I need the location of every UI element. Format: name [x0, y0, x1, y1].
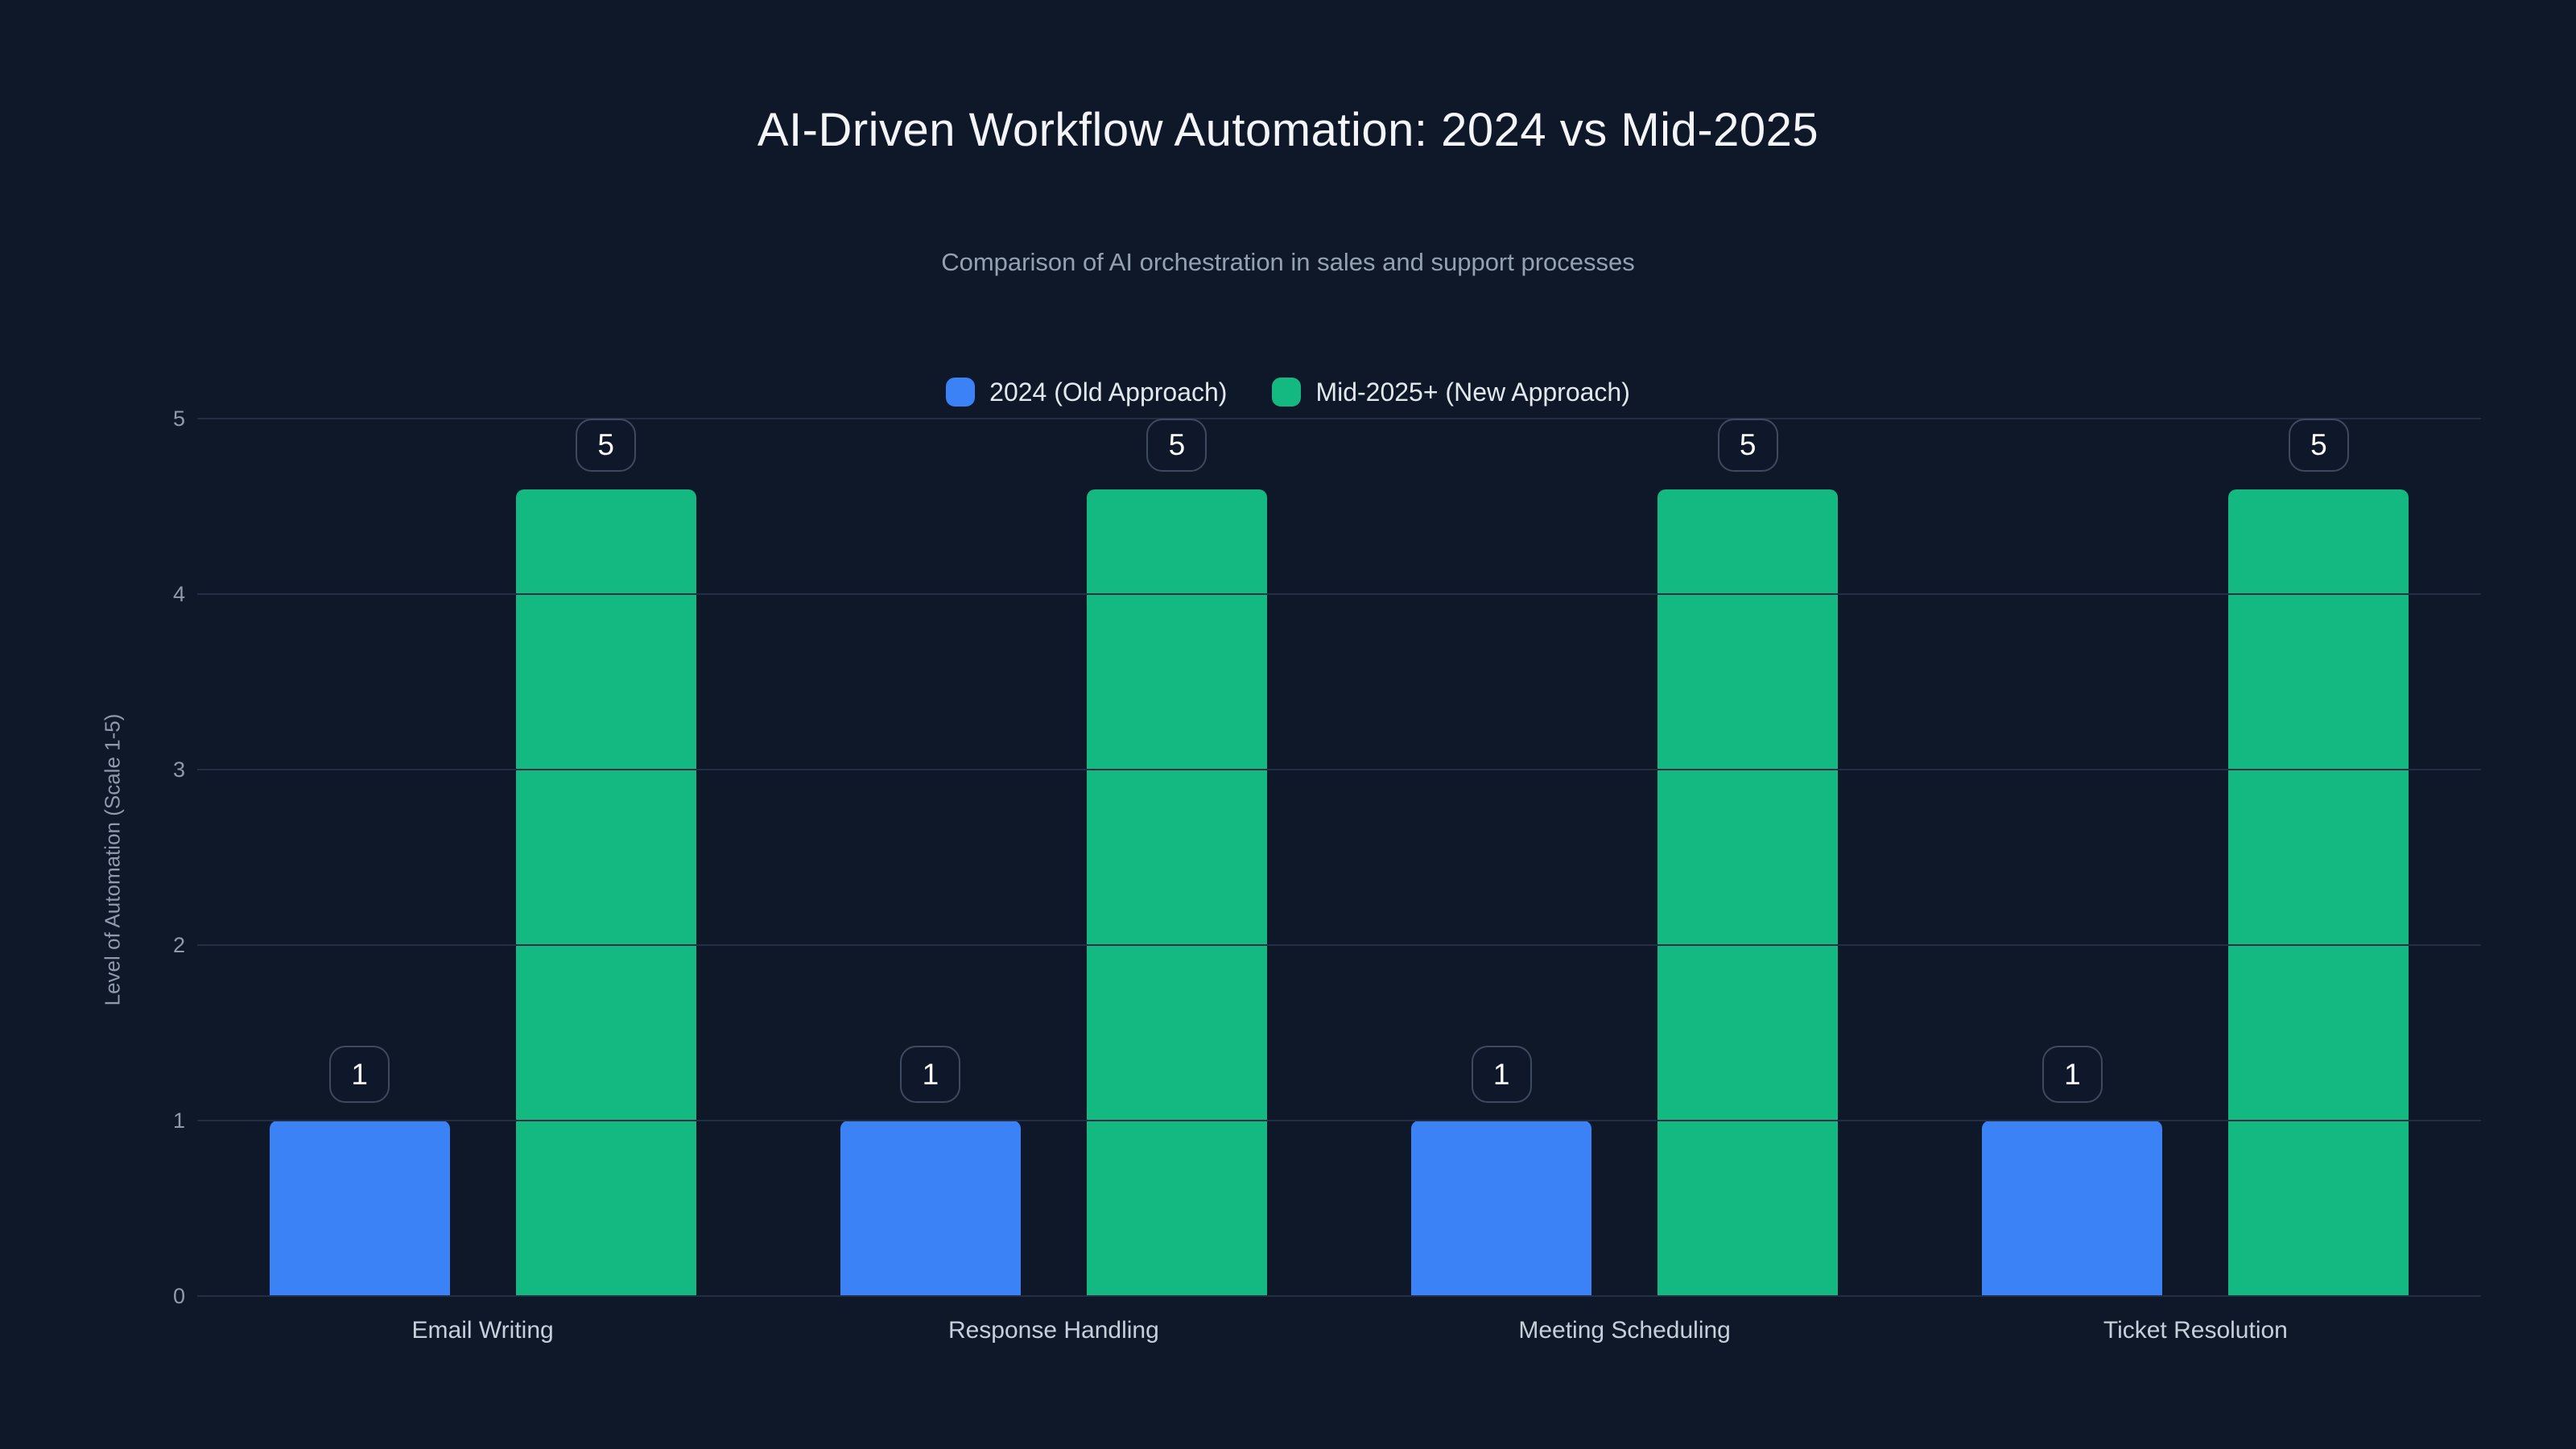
- bar-response-handling-2024-old-approach[interactable]: [840, 1121, 1021, 1296]
- bar-email-writing-2024-old-approach[interactable]: [269, 1121, 450, 1296]
- legend: 2024 (Old Approach) Mid-2025+ (New Approa…: [0, 369, 2576, 415]
- gridline-y-5: [197, 418, 2481, 419]
- x-tick-label-response-handling: Response Handling: [947, 1317, 1159, 1344]
- x-tick-label-email-writing: Email Writing: [411, 1317, 554, 1344]
- y-tick-label-2: 2: [172, 933, 185, 957]
- x-tick-label-meeting-scheduling: Meeting Scheduling: [1518, 1317, 1731, 1344]
- bar-column: 1: [1982, 419, 2163, 1296]
- bar-ticket-resolution-mid-2025-new-approach[interactable]: [2228, 489, 2409, 1296]
- value-label-response-handling-2024-old-approach: 1: [900, 1046, 961, 1103]
- y-tick-label-5: 5: [172, 407, 185, 431]
- gridline-y-1: [197, 1120, 2481, 1121]
- y-tick-label-4: 4: [172, 582, 185, 606]
- bar-email-writing-mid-2025-new-approach[interactable]: [515, 489, 696, 1296]
- value-label-response-handling-mid-2025-new-approach: 5: [1146, 419, 1208, 472]
- x-axis-labels: Email Writing Response Handling Meeting Sc…: [197, 1317, 2481, 1344]
- value-label-email-writing-mid-2025-new-approach: 5: [576, 419, 637, 472]
- legend-label: 2024 (Old Approach): [989, 377, 1228, 407]
- bar-column: 5: [2228, 419, 2409, 1296]
- y-tick-label-0: 0: [172, 1284, 185, 1308]
- bar-column: 1: [269, 419, 450, 1296]
- value-label-meeting-scheduling-2024-old-approach: 1: [1471, 1046, 1532, 1103]
- gridline-y-0: [197, 1295, 2481, 1297]
- legend-swatch-icon: [1272, 378, 1302, 407]
- bar-column: 5: [515, 419, 696, 1296]
- bar-meeting-scheduling-mid-2025-new-approach[interactable]: [1657, 489, 1839, 1296]
- gridline-y-4: [197, 593, 2481, 595]
- y-tick-label-1: 1: [172, 1108, 185, 1133]
- bar-column: 1: [840, 419, 1021, 1296]
- legend-label: Mid-2025+ (New Approach): [1315, 377, 1630, 407]
- bar-column: 5: [1086, 419, 1267, 1296]
- legend-item-2024-old-approach[interactable]: 2024 (Old Approach): [946, 378, 1227, 407]
- chart-title: AI-Driven Workflow Automation: 2024 vs M…: [757, 104, 1819, 156]
- value-label-email-writing-2024-old-approach: 1: [329, 1046, 390, 1103]
- legend-swatch-icon: [946, 378, 976, 407]
- value-label-meeting-scheduling-mid-2025-new-approach: 5: [1717, 419, 1778, 472]
- gridline-y-3: [197, 769, 2481, 770]
- legend-item-mid-2025-new-approach[interactable]: Mid-2025+ (New Approach): [1272, 377, 1630, 407]
- bar-ticket-resolution-2024-old-approach[interactable]: [1982, 1121, 2163, 1296]
- bar-column: 5: [1657, 419, 1839, 1296]
- value-label-ticket-resolution-mid-2025-new-approach: 5: [2288, 419, 2349, 472]
- gridline-y-2: [197, 944, 2481, 946]
- bar-column: 1: [1411, 419, 1592, 1296]
- bar-response-handling-mid-2025-new-approach[interactable]: [1086, 489, 1267, 1296]
- chart-subtitle: Comparison of AI orchestration in sales …: [941, 248, 1635, 276]
- y-tick-label-3: 3: [172, 758, 185, 782]
- bar-meeting-scheduling-2024-old-approach[interactable]: [1411, 1121, 1592, 1296]
- value-label-ticket-resolution-2024-old-approach: 1: [2041, 1046, 2103, 1103]
- x-tick-label-ticket-resolution: Ticket Resolution: [2103, 1317, 2288, 1344]
